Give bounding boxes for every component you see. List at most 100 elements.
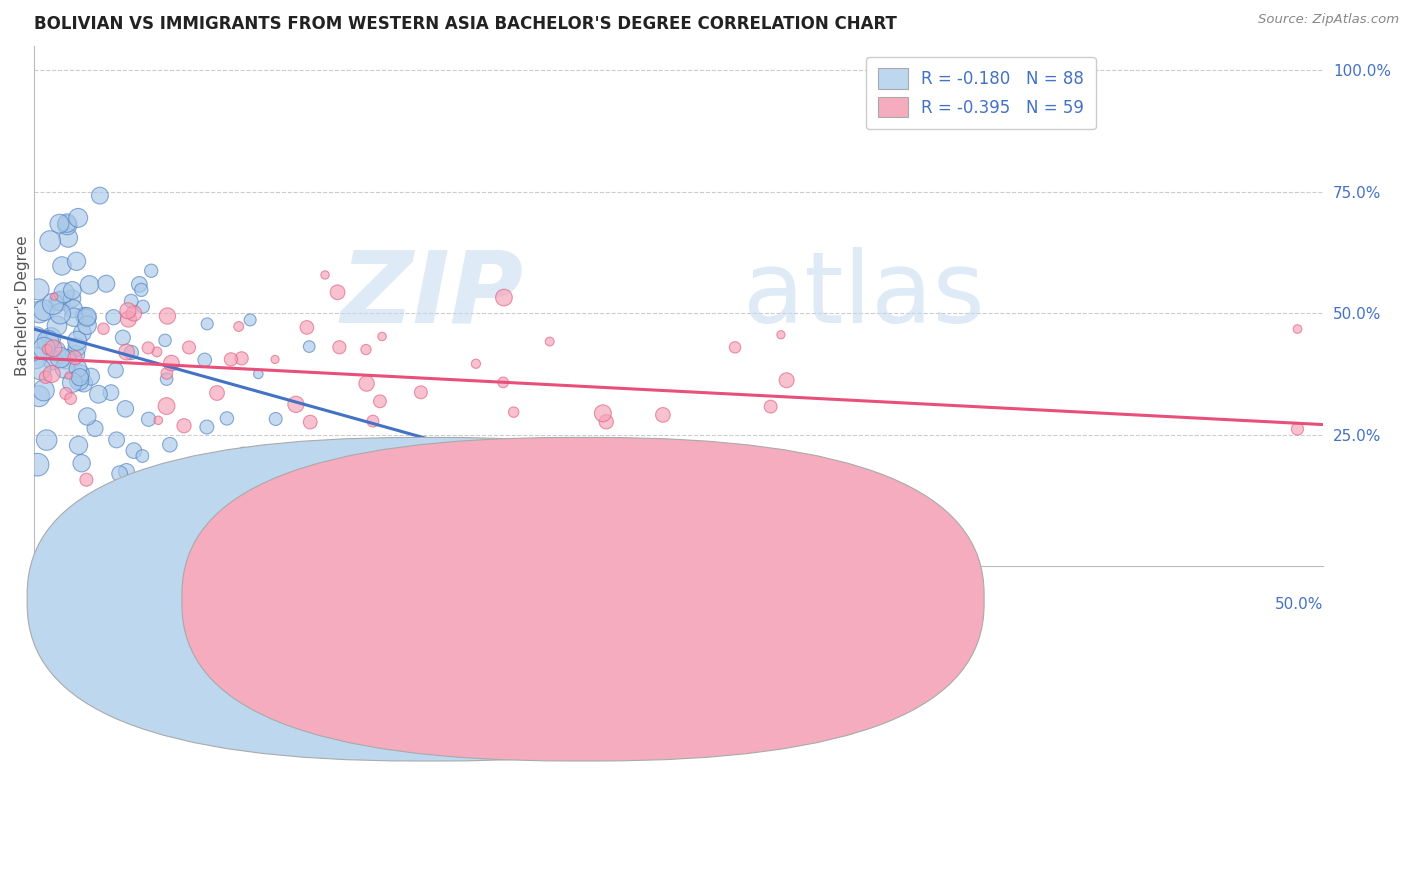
Point xyxy=(295,320,318,334)
Point xyxy=(48,217,70,231)
Legend: R = -0.180   N = 88, R = -0.395   N = 59: R = -0.180 N = 88, R = -0.395 N = 59 xyxy=(866,56,1095,129)
Point xyxy=(104,363,127,377)
Point xyxy=(612,475,634,489)
Point xyxy=(115,465,138,479)
Point xyxy=(1286,322,1309,336)
Point xyxy=(75,473,97,487)
Point xyxy=(37,343,59,357)
Point xyxy=(60,284,83,298)
Point xyxy=(42,297,65,311)
Point xyxy=(42,341,65,355)
Point xyxy=(371,329,394,343)
Point xyxy=(409,385,432,400)
Point xyxy=(128,277,150,292)
Point xyxy=(96,277,118,291)
Point xyxy=(117,312,139,326)
Point xyxy=(76,409,98,424)
Point xyxy=(58,231,80,245)
Point xyxy=(132,300,155,314)
Point xyxy=(779,458,801,472)
Point xyxy=(780,454,803,468)
Point xyxy=(58,368,80,383)
Point xyxy=(32,303,55,318)
Text: Bolivians: Bolivians xyxy=(449,592,517,607)
Point xyxy=(724,340,747,354)
Point xyxy=(159,438,181,452)
Point xyxy=(49,351,72,365)
Point xyxy=(27,458,49,472)
Point xyxy=(195,420,218,434)
Point xyxy=(120,345,142,359)
Point xyxy=(70,456,93,470)
Point xyxy=(239,313,262,327)
Text: Source: ZipAtlas.com: Source: ZipAtlas.com xyxy=(1258,13,1399,27)
Point xyxy=(56,218,79,232)
Point xyxy=(775,373,797,387)
Point xyxy=(28,389,51,403)
Point xyxy=(1286,422,1309,436)
Point xyxy=(28,305,51,319)
Point xyxy=(44,289,66,303)
Point xyxy=(502,405,524,419)
Point xyxy=(45,343,67,358)
Point xyxy=(67,374,90,388)
Point xyxy=(215,411,238,425)
Point xyxy=(87,387,110,401)
FancyBboxPatch shape xyxy=(181,437,984,761)
Point xyxy=(146,344,169,359)
Point xyxy=(53,285,76,300)
Point xyxy=(111,331,134,345)
Point xyxy=(84,421,107,435)
Point xyxy=(39,234,62,248)
Point xyxy=(156,367,179,381)
Point xyxy=(49,307,72,321)
Point xyxy=(592,406,614,420)
Point xyxy=(122,306,145,320)
Point xyxy=(651,408,673,422)
Point xyxy=(73,309,96,323)
Point xyxy=(30,362,52,376)
Point xyxy=(60,376,83,390)
Point xyxy=(131,283,153,297)
Point xyxy=(66,361,89,376)
Point xyxy=(55,352,77,367)
Point xyxy=(769,327,792,342)
FancyBboxPatch shape xyxy=(27,437,830,761)
Text: atlas: atlas xyxy=(742,247,984,344)
Point xyxy=(67,211,90,225)
Point xyxy=(62,310,84,325)
Point xyxy=(67,438,90,452)
Point xyxy=(108,467,131,481)
Point xyxy=(264,352,287,367)
Point xyxy=(264,412,287,426)
Point xyxy=(361,414,384,428)
Point xyxy=(41,367,63,381)
Point xyxy=(354,343,377,357)
Point xyxy=(326,285,349,300)
Point xyxy=(155,399,177,413)
Point xyxy=(56,216,79,230)
Point xyxy=(45,318,67,333)
Point xyxy=(195,317,218,331)
Point xyxy=(232,445,254,459)
Point xyxy=(25,351,48,365)
Point xyxy=(205,386,228,401)
Point xyxy=(219,352,242,367)
Point xyxy=(595,415,617,429)
Point xyxy=(141,264,163,278)
Point xyxy=(66,334,89,348)
Point xyxy=(627,544,650,558)
Point xyxy=(32,384,55,398)
Point xyxy=(759,400,782,414)
Point xyxy=(37,334,59,349)
Point xyxy=(464,357,486,371)
Point xyxy=(247,367,270,381)
Point xyxy=(34,370,56,384)
Point xyxy=(72,376,94,390)
Point xyxy=(76,310,98,324)
Point xyxy=(299,415,322,429)
Point xyxy=(114,401,136,416)
Point xyxy=(138,412,160,426)
Point xyxy=(59,392,82,406)
Point xyxy=(105,433,128,447)
